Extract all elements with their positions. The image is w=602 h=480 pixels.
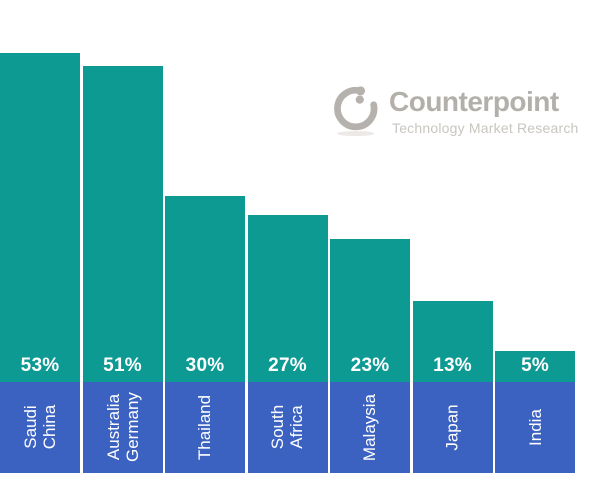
- category-label: Malaysia: [360, 393, 380, 462]
- bar: 5%: [495, 351, 575, 382]
- bar-value-label: 51%: [103, 355, 142, 376]
- bar-column: 51% Australia Germany: [82, 65, 163, 473]
- category-label: Thailand: [195, 394, 215, 461]
- counterpoint-ring-icon: [333, 80, 383, 143]
- bar-column: 23% Malaysia: [330, 239, 410, 473]
- category-label-box: Australia Germany: [82, 382, 163, 473]
- category-label-box: India: [495, 382, 575, 473]
- bar-value-label: 23%: [350, 355, 390, 376]
- category-label-box: Malaysia: [330, 382, 410, 473]
- logo-tagline: Technology Market Research: [392, 120, 579, 136]
- bar-column: 53% Saudi China: [0, 53, 80, 473]
- bar-value-label: 13%: [433, 355, 472, 376]
- bar: 27%: [247, 214, 328, 382]
- category-label: Saudi China: [20, 405, 59, 450]
- bar-column: 27% South Africa: [247, 214, 328, 473]
- bar: 51%: [82, 65, 163, 382]
- logo-text: Counterpoint Technology Market Research: [389, 80, 579, 137]
- bar-value-label: 30%: [185, 355, 225, 376]
- bar-column: 5% India: [495, 351, 575, 473]
- category-label: India: [525, 409, 545, 446]
- category-label-box: Thailand: [165, 382, 245, 473]
- bar-value-label: 5%: [521, 355, 549, 376]
- counterpoint-logo: Counterpoint Technology Market Research: [333, 80, 579, 143]
- category-label: South Africa: [268, 405, 307, 450]
- category-label-box: Saudi China: [0, 382, 80, 473]
- category-label: Japan: [442, 404, 462, 451]
- category-label: Australia Germany: [103, 392, 142, 463]
- bar: 13%: [412, 301, 493, 382]
- bar-column: 13% Japan: [412, 301, 493, 473]
- bar: 30%: [165, 196, 245, 382]
- bar-value-label: 53%: [20, 355, 60, 376]
- category-label-box: South Africa: [247, 382, 328, 473]
- bar-value-label: 27%: [268, 355, 307, 376]
- bar: 23%: [330, 239, 410, 382]
- bar: 53%: [0, 53, 80, 382]
- bar-column: 30% Thailand: [165, 196, 245, 473]
- logo-company-name: Counterpoint: [389, 86, 559, 117]
- bar-chart: 53% Saudi China 51% Australia Germany 30% Tha…: [0, 53, 575, 473]
- category-label-box: Japan: [412, 382, 493, 473]
